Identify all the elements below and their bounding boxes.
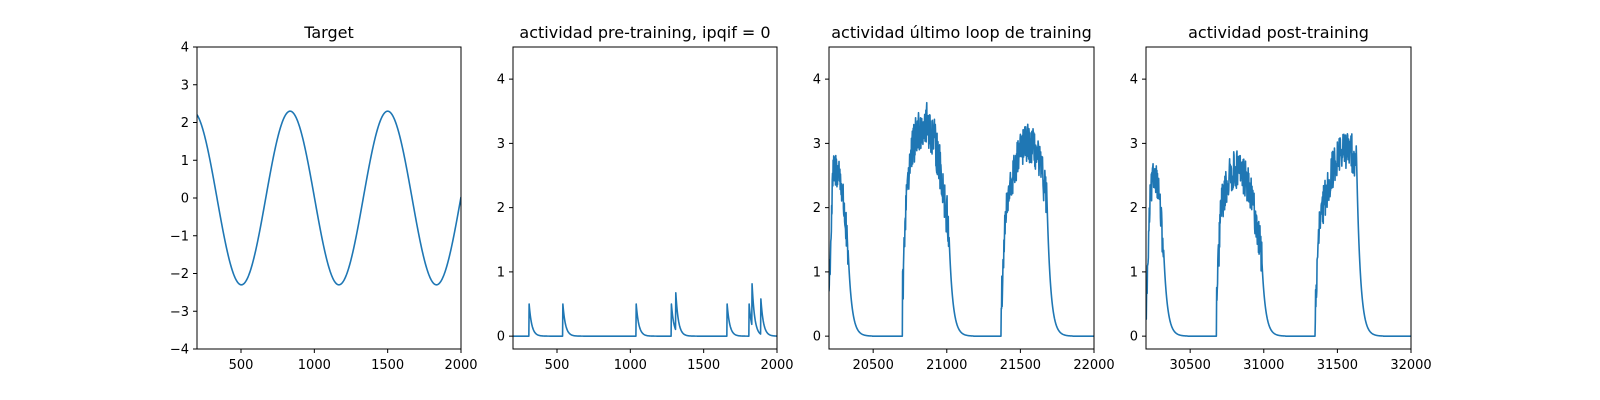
x-tick-label: 20500 [852, 358, 893, 373]
series-line [513, 283, 777, 337]
y-tick-label: 3 [1130, 137, 1138, 152]
panel-title: actividad post-training [1188, 23, 1369, 42]
series-line [1146, 132, 1411, 337]
y-tick-label: 2 [813, 201, 821, 216]
panel-title: actividad último loop de training [831, 23, 1092, 42]
y-tick-label: 2 [181, 116, 189, 131]
y-tick-label: 4 [181, 41, 189, 56]
y-tick-label: 3 [181, 78, 189, 93]
y-tick-label: 1 [497, 265, 505, 280]
y-tick-label: 2 [497, 201, 505, 216]
y-tick-label: 0 [813, 330, 821, 345]
y-tick-label: 0 [1130, 330, 1138, 345]
x-tick-label: 1500 [687, 358, 720, 373]
panel-2: 500 1000 1500 2000 0 1 2 3 4 actividad pre-traini… [497, 23, 794, 373]
x-tick-label: 2000 [444, 358, 477, 373]
x-tick-label: 1500 [371, 358, 404, 373]
y-tick-label: 3 [497, 137, 505, 152]
y-tick-label: 1 [813, 265, 821, 280]
y-tick-label: 4 [497, 73, 505, 88]
y-tick-label: 3 [813, 137, 821, 152]
axes-frame [828, 46, 1095, 350]
y-tick-label: −1 [170, 229, 189, 244]
x-tick-label: 1000 [298, 358, 331, 373]
axes-frame [196, 46, 462, 350]
y-tick-label: −3 [170, 305, 189, 320]
y-tick-label: 4 [813, 73, 821, 88]
y-tick-label: −4 [170, 343, 189, 358]
x-tick-label: 2000 [760, 358, 793, 373]
x-tick-label: 21500 [1000, 358, 1041, 373]
x-tick-label: 1000 [614, 358, 647, 373]
x-tick-label: 21000 [926, 358, 967, 373]
x-tick-label: 22000 [1073, 358, 1114, 373]
panel-title: actividad pre-training, ipqif = 0 [519, 23, 770, 42]
x-tick-label: 31000 [1243, 358, 1284, 373]
series-line [829, 101, 1094, 337]
y-tick-label: 1 [1130, 265, 1138, 280]
series-line [197, 110, 461, 286]
x-tick-label: 31500 [1317, 358, 1358, 373]
axes-frame [1145, 46, 1412, 350]
panel-4: 30500 31000 31500 32000 0 1 2 3 4 actividad post-… [1130, 23, 1432, 373]
y-tick-label: 0 [181, 192, 189, 207]
x-tick-label: 32000 [1390, 358, 1431, 373]
x-tick-label: 500 [545, 358, 570, 373]
panel-3: 20500 21000 21500 22000 0 1 2 3 4 actividad últim… [813, 23, 1115, 373]
x-tick-label: 500 [229, 358, 254, 373]
y-tick-label: 0 [497, 330, 505, 345]
panel-1: 500 1000 1500 2000 −4 −3 −2 −1 0 1 2 3 4 Target [170, 23, 478, 373]
y-tick-label: −2 [170, 267, 189, 282]
panel-title: Target [303, 23, 354, 42]
axes-frame [512, 46, 778, 350]
x-tick-label: 30500 [1169, 358, 1210, 373]
y-tick-label: 1 [181, 154, 189, 169]
y-tick-label: 4 [1130, 73, 1138, 88]
y-tick-label: 2 [1130, 201, 1138, 216]
